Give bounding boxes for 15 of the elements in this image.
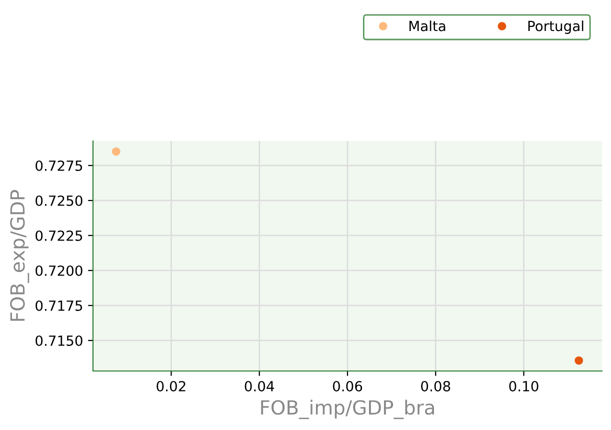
x-tick-label: 0.06: [332, 380, 362, 392]
y-tick-label: 0.7150: [36, 335, 82, 346]
x-tick-label: 0.08: [421, 380, 450, 392]
x-axis-title: FOB_imp/GDP_bra: [261, 400, 434, 420]
legend-label: Malta: [409, 20, 446, 32]
x-tick-label: 0.10: [509, 380, 538, 392]
y-tick-label: 0.7275: [36, 160, 82, 171]
y-axis-title: FOB_exp/GDP: [10, 190, 30, 321]
legend-label: Portugal: [528, 20, 584, 34]
y-tick-label: 0.7225: [36, 230, 82, 241]
y-tick-label: 0.7175: [36, 300, 82, 311]
y-tick-label: 0.7200: [36, 265, 82, 276]
x-tick-label: 0.02: [156, 380, 186, 392]
x-tick-label: 0.04: [244, 380, 274, 392]
y-tick-label: 0.7250: [36, 195, 82, 206]
